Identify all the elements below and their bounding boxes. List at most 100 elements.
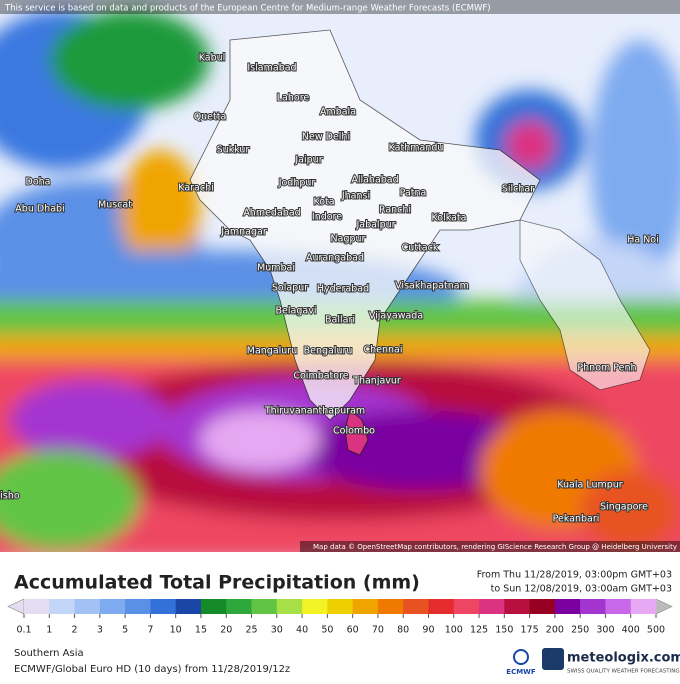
legend-swatch: [327, 599, 354, 614]
legend-tick-label: 90: [422, 625, 434, 636]
city-label: Kuala Lumpur: [557, 480, 623, 491]
legend-swatch: [554, 599, 581, 614]
city-labels: Kabul Islamabad Lahore Ambala Quetta New Delh…: [0, 52, 660, 526]
city-label: Singapore: [600, 502, 648, 513]
legend-tick-label: 2: [72, 625, 78, 636]
legend-swatch: [49, 599, 76, 614]
city-label: Jhansi: [341, 191, 370, 202]
city-label: Allahabad: [351, 175, 398, 186]
city-label: Kolkata: [432, 213, 467, 224]
city-label: Visakhapatnam: [395, 281, 469, 292]
city-label: Chennai: [363, 345, 402, 356]
city-label: Indore: [312, 212, 342, 223]
city-label: Islamabad: [247, 63, 296, 74]
city-label: New Delhi: [302, 132, 350, 143]
city-label: Doha: [26, 177, 51, 188]
city-label: Patna: [400, 188, 427, 199]
ecmwf-logo: ECMWF: [506, 649, 536, 676]
legend-swatch: [479, 599, 505, 614]
city-label: Quetta: [194, 112, 227, 123]
legend-swatch: [377, 599, 404, 614]
legend-swatch: [630, 599, 657, 614]
city-label: Hyderabad: [317, 284, 369, 295]
legend-tick-label: 10: [170, 625, 182, 636]
city-label: Belagavi: [276, 306, 317, 317]
legend-swatch: [352, 599, 379, 614]
title: Accumulated Total Precipitation (mm): [14, 572, 420, 594]
city-label: Ranchi: [379, 205, 411, 216]
city-label: isho: [0, 491, 20, 502]
legend-tick-label: 1: [46, 625, 52, 636]
attribution: Map data © OpenStreetMap contributors, r…: [313, 543, 677, 551]
legend-tick-label: 200: [546, 625, 564, 636]
city-label: Kota: [313, 197, 334, 208]
legend-swatch: [403, 599, 429, 614]
period-from: From Thu 11/28/2019, 03:00pm GMT+03: [477, 570, 672, 581]
legend-tick-label: 25: [245, 625, 257, 636]
legend-swatch: [276, 599, 303, 614]
legend-tick-label: 50: [321, 625, 333, 636]
city-label: Jodhpur: [278, 178, 316, 189]
legend-arrow-right: [655, 598, 673, 615]
city-label: Karachi: [178, 183, 214, 194]
legend-tick-label: 60: [347, 625, 359, 636]
legend-tick-label: 125: [470, 625, 488, 636]
city-label: Coimbatore: [293, 371, 348, 382]
city-label: Cuttack: [402, 243, 439, 254]
legend-swatch: [175, 599, 202, 614]
legend-tick-label: 30: [271, 625, 283, 636]
legend-tick-label: 150: [495, 625, 513, 636]
city-label: Ahmedabad: [243, 208, 300, 219]
brand-tagline: SWISS QUALITY WEATHER FORECASTING: [567, 669, 680, 675]
city-label: Muscat: [98, 200, 132, 211]
city-label: Thiruvananthapuram: [264, 406, 365, 417]
city-label: Mumbai: [257, 263, 295, 274]
brand: meteologix.com: [567, 651, 680, 666]
legend-swatch: [74, 599, 101, 614]
city-label: Nagpur: [331, 234, 366, 245]
legend-tick-label: 100: [445, 625, 463, 636]
legend-swatch: [150, 599, 177, 614]
city-label: Jamnagar: [220, 227, 267, 238]
city-label: Vijayawada: [369, 311, 423, 322]
brand-icon: [542, 648, 564, 670]
legend-arrow-left: [7, 598, 25, 615]
city-label: Lahore: [277, 93, 310, 104]
city-label: Thanjavur: [352, 376, 401, 387]
city-label: Pekanbari: [553, 514, 600, 525]
attribution-bar: [300, 541, 680, 552]
legend-swatch: [24, 599, 50, 614]
city-label: Colombo: [333, 426, 375, 437]
notice: This service is based on data and produc…: [4, 4, 491, 14]
land: [189, 29, 651, 456]
city-label: Phnom Penh: [577, 363, 636, 374]
city-label: Aurangabad: [306, 253, 364, 264]
legend-swatch: [580, 599, 606, 614]
legend-swatch: [529, 599, 556, 614]
city-label: Bengaluru: [304, 346, 353, 357]
notice-bar: [0, 0, 680, 14]
legend-swatch: [200, 599, 227, 614]
legend-tick-label: 20: [220, 625, 232, 636]
legend-swatch: [226, 599, 253, 614]
legend-swatch: [302, 599, 328, 614]
model-info: ECMWF/Global Euro HD (10 days) from 11/2…: [14, 664, 290, 675]
precipitation-map: [0, 0, 680, 552]
legend-tick-label: 0.1: [16, 625, 31, 636]
legend-tick-label: 5: [122, 625, 128, 636]
city-label: Ha Noi: [627, 235, 659, 246]
legend-tick-label: 15: [195, 625, 207, 636]
color-legend: 0.1 1 2 3 5 7 10 15 20 25 30 40 50 60 70 80 90 100 125 150 1…: [7, 598, 673, 636]
city-label: Jabalpur: [355, 220, 395, 231]
legend-tick-label: 70: [372, 625, 384, 636]
city-label: Sukkur: [217, 145, 250, 156]
region: Southern Asia: [14, 648, 84, 659]
legend-tick-label: 500: [647, 625, 665, 636]
legend-swatch: [125, 599, 151, 614]
legend-swatch: [428, 599, 455, 614]
city-label: Silchar: [502, 184, 534, 195]
city-label: Ambala: [320, 107, 356, 118]
ecmwf-text: ECMWF: [506, 668, 536, 676]
legend-swatch: [99, 599, 126, 614]
